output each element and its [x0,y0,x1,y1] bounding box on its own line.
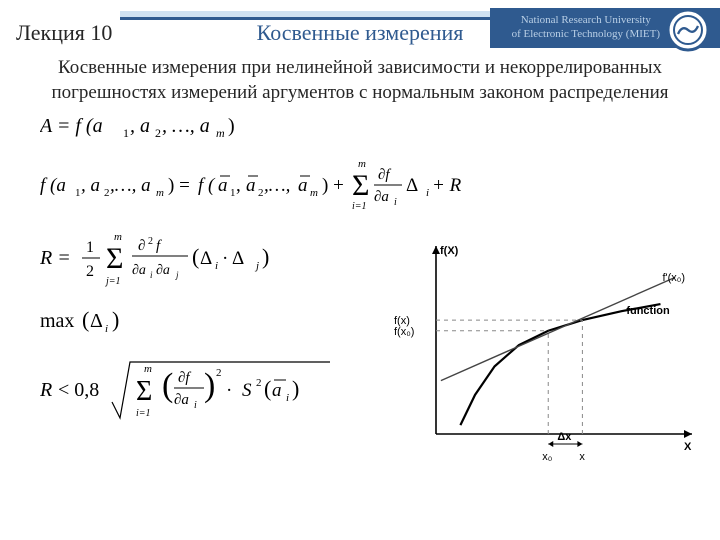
formula-5: R < 0,8 m Σ i=1 ( ∂f ∂a i ) 2 · S 2 ( a … [40,352,340,430]
svg-text:j: j [254,260,259,272]
svg-text:max: max [40,310,74,332]
svg-text:): ) [228,115,235,137]
svg-text:Σ: Σ [106,242,123,275]
svg-text:· Δ: · Δ [222,248,244,269]
svg-text:i: i [394,197,397,208]
svg-text:f (a: f (a [40,175,66,196]
svg-text:< 0,8: < 0,8 [58,379,99,401]
svg-text:i: i [150,270,153,280]
svg-text:): ) [292,376,299,401]
svg-text:, …, a: , …, a [162,115,210,137]
svg-text:(: ( [264,376,271,401]
svg-text:2: 2 [155,126,161,140]
formula-2: f (a 1 , a 2 ,…, a m ) = f ( a 1 , a 2 ,… [40,157,470,211]
svg-text:i: i [105,323,108,335]
svg-text:S: S [242,380,252,401]
svg-text:,…, a: ,…, a [110,175,151,196]
svg-text:m: m [310,187,318,199]
svg-text:+ R: + R [432,175,462,196]
svg-text:x: x [579,451,585,463]
svg-text:x₀: x₀ [542,451,552,463]
svg-text:Δ: Δ [90,310,103,332]
svg-text:∂a: ∂a [174,392,189,408]
svg-text:2: 2 [104,187,110,199]
svg-text:∂f: ∂f [178,370,191,386]
svg-text:a: a [246,175,256,196]
svg-text:∂: ∂ [138,238,145,254]
svg-text:a: a [298,175,308,196]
svg-text:∂f: ∂f [378,167,391,183]
svg-text:) =: ) = [168,175,190,196]
formula-block: A = f (a 1 , a 2 , …, a m ) f (a 1 , a 2… [40,112,380,447]
svg-text:, a: , a [130,115,150,137]
svg-text:i: i [286,392,289,404]
svg-text:m: m [144,363,152,375]
svg-text:i=1: i=1 [136,408,151,419]
svg-text:Δ: Δ [200,248,212,269]
svg-text:f'(x₀): f'(x₀) [662,272,685,284]
svg-text:function: function [626,305,670,317]
svg-text:): ) [112,307,119,332]
svg-text:i: i [215,260,218,272]
svg-text:∂a: ∂a [374,189,389,205]
svg-text:, a: , a [81,175,100,196]
svg-text:i=1: i=1 [352,201,367,211]
university-name: National Research University of Electron… [512,14,660,42]
svg-text:Σ: Σ [136,376,152,407]
miet-logo [666,8,710,57]
svg-text:1: 1 [123,126,129,140]
svg-text:a: a [272,380,282,401]
body-text: Косвенные измерения при нелинейной завис… [30,56,690,105]
svg-text:m: m [216,126,225,140]
svg-text:1: 1 [230,187,236,199]
svg-text:f: f [156,238,162,254]
svg-text:m: m [156,187,164,199]
svg-text:i: i [194,400,197,411]
svg-text:a: a [218,175,228,196]
svg-text:R: R [40,379,52,401]
svg-text:,…,: ,…, [264,175,290,196]
svg-text:Δ: Δ [406,175,418,196]
svg-text:Δx: Δx [557,431,572,443]
svg-text:f (: f ( [198,175,216,196]
svg-text:2: 2 [86,263,94,280]
formula-3: R = 1 2 m Σ j=1 ∂ 2 f ∂a i ∂a j ( Δ i · … [40,228,340,288]
svg-text:2: 2 [258,187,264,199]
svg-text:∂a: ∂a [132,263,146,278]
svg-text:R =: R = [40,247,71,269]
svg-text:) +: ) + [322,175,344,196]
tangent-graph: f(X)Xf'(x₀)functionf(x)f(x₀)x₀xΔx [388,238,698,468]
svg-text:2: 2 [256,377,262,389]
svg-text:2: 2 [148,236,153,247]
svg-text:X: X [684,441,692,453]
svg-text:1: 1 [75,187,81,199]
svg-text:Σ: Σ [352,169,369,202]
svg-text:2: 2 [216,367,222,379]
formula-4: max ( Δ i ) [40,305,150,335]
svg-text:(: ( [82,307,89,332]
svg-text:1: 1 [86,239,94,256]
svg-text:i: i [426,187,429,199]
svg-text:·: · [226,380,232,401]
svg-text:A = f (a: A = f (a [40,115,103,137]
svg-text:f(x₀): f(x₀) [394,326,414,338]
svg-text:j: j [175,270,179,280]
svg-text:): ) [262,244,269,269]
university-line1: National Research University [521,14,651,26]
svg-text:f(X): f(X) [440,245,459,257]
svg-text:,: , [236,175,241,196]
formula-1: A = f (a 1 , a 2 , …, a m ) [40,112,260,140]
svg-text:j=1: j=1 [104,276,121,287]
university-line2: of Electronic Technology (MIET) [512,28,660,40]
svg-text:(: ( [192,244,199,269]
svg-text:): ) [204,367,215,404]
svg-text:(: ( [162,367,173,404]
svg-text:∂a: ∂a [156,263,170,278]
